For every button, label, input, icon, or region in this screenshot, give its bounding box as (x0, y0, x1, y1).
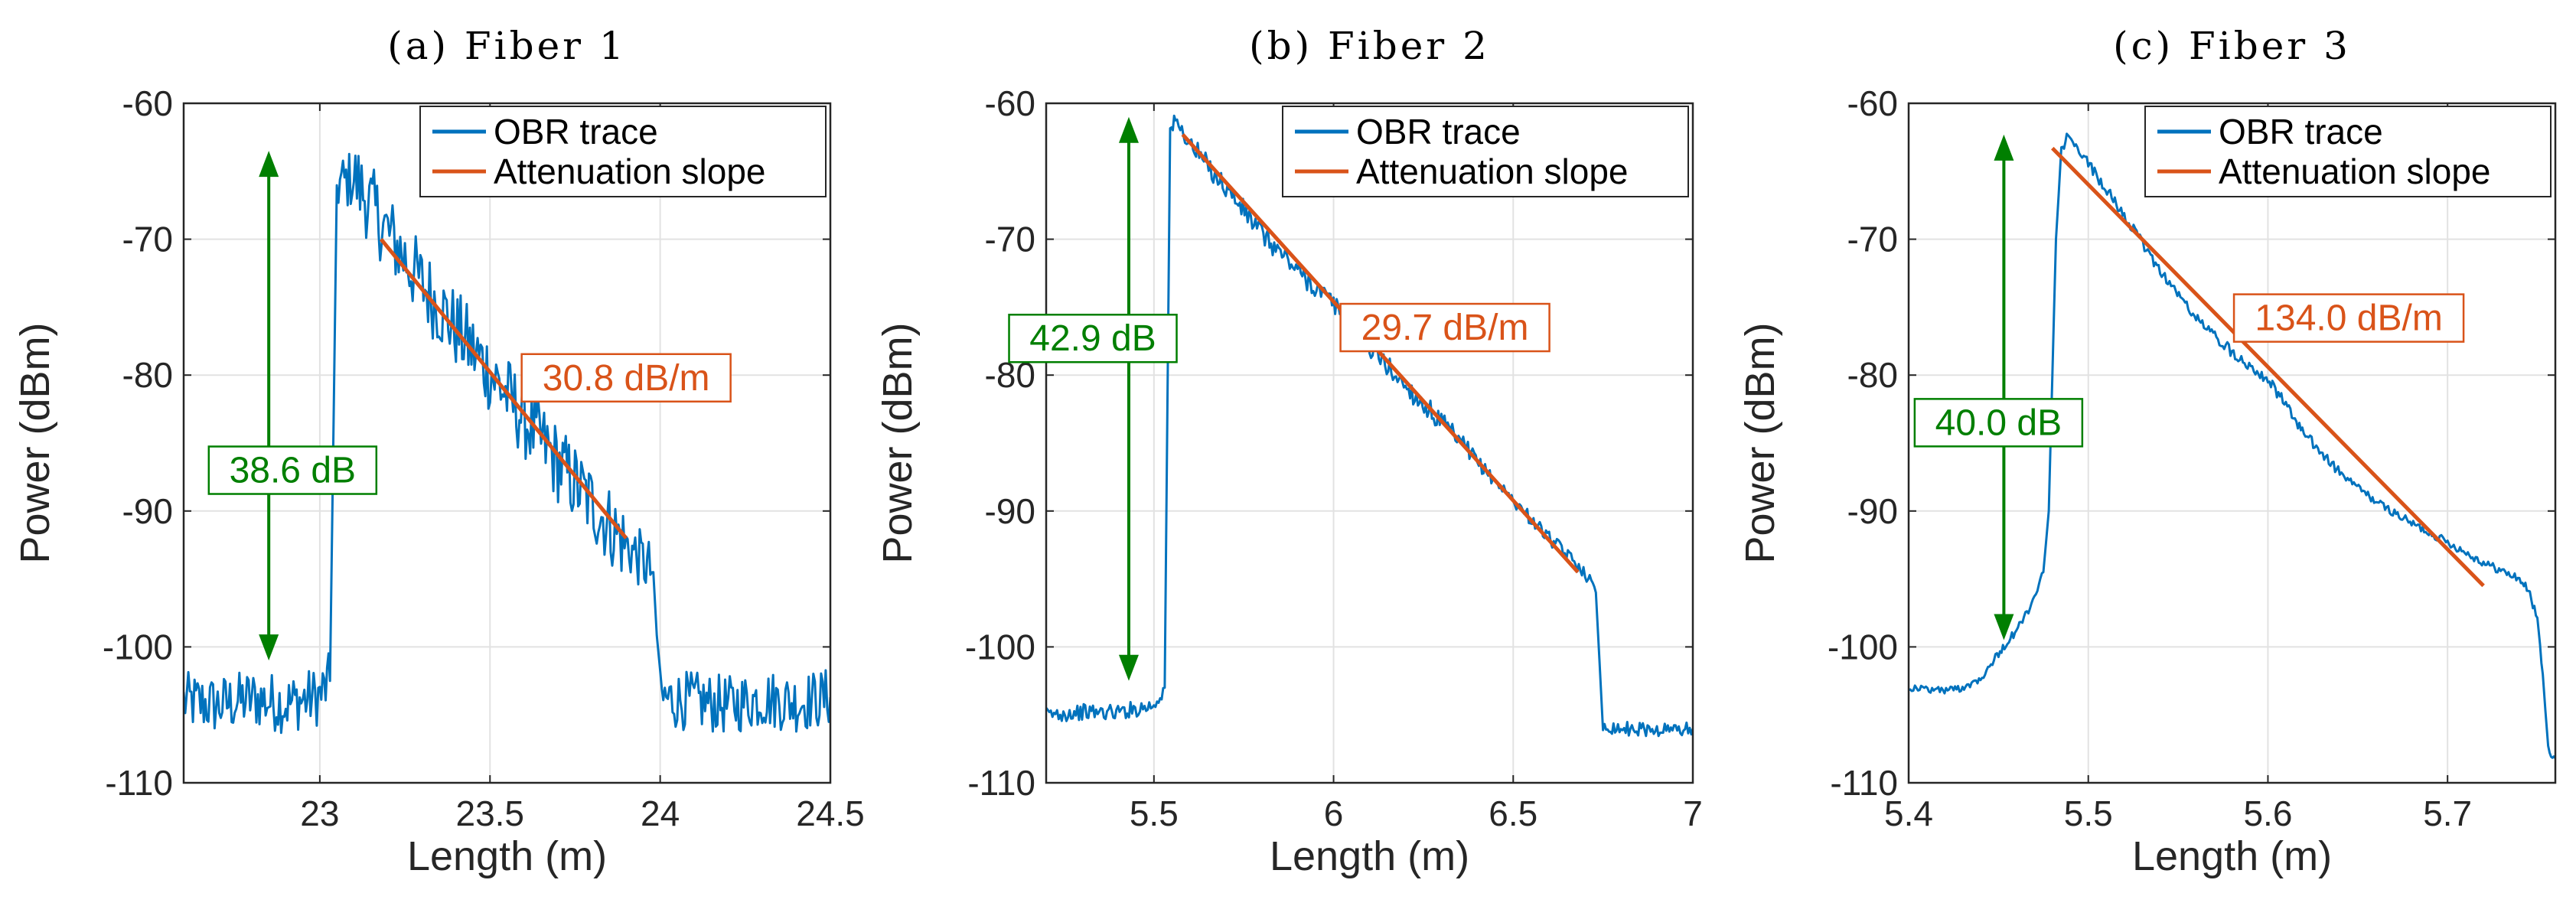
x-axis-label: Length (m) (1270, 833, 1469, 879)
axes-box (1045, 102, 1694, 784)
y-tick-label: -110 (967, 763, 1035, 803)
legend-entry-label: OBR trace (494, 112, 658, 152)
y-tick-label: -70 (1847, 220, 1898, 259)
x-tick-label: 6 (1324, 794, 1344, 833)
dynamic-range-box: 42.9 dB (1008, 313, 1178, 363)
double-arrow (1994, 134, 2014, 640)
y-tick-label: -60 (122, 83, 173, 123)
chart-title: (b) Fiber 2 (1249, 24, 1490, 68)
double-arrow (1118, 116, 1139, 681)
x-axis-label: Length (m) (407, 833, 607, 879)
chart-panel-3: 5.4 5.5 5.6 5.7 -110 -100 -90 -80 -70 -60 Length (… (1737, 24, 2557, 879)
arrow-head-up (1118, 116, 1139, 143)
legend-entry-label: OBR trace (1356, 112, 1521, 152)
annotation-label: 42.9 dB (1029, 318, 1156, 359)
x-tick-label: 5.7 (2423, 794, 2472, 833)
annotation-box (1008, 313, 1178, 363)
y-tick-label: -110 (105, 763, 173, 803)
y-tick-label: -100 (965, 627, 1035, 666)
chart-title: (c) Fiber 3 (2113, 24, 2351, 68)
x-tick-label: 7 (1683, 794, 1703, 833)
x-tick-label: 5.5 (2064, 794, 2113, 833)
legend-entry-label: Attenuation slope (1356, 152, 1629, 191)
arrow-head-down (1118, 654, 1139, 681)
arrow-head-up (1994, 134, 2014, 161)
x-tick-label: 5.4 (1884, 794, 1933, 833)
y-axis-label: Power (dBm) (875, 322, 921, 563)
legend-entry-label: OBR trace (2219, 112, 2383, 152)
y-tick-label: -110 (1830, 763, 1898, 803)
annotation-label: 40.0 dB (1935, 402, 2062, 443)
series-group (1909, 132, 2555, 759)
arrow-head-up (259, 151, 279, 178)
y-tick-label: -80 (1847, 355, 1898, 395)
chart-title: (a) Fiber 1 (387, 24, 627, 68)
y-tick-label: -70 (122, 220, 173, 259)
annotation-box (207, 445, 378, 495)
series-obr-trace (1909, 132, 2555, 759)
x-axis-label: Length (m) (2132, 833, 2332, 879)
series-group (184, 152, 830, 735)
dynamic-range-box: 40.0 dB (1913, 398, 2084, 448)
double-arrow (259, 151, 279, 661)
series-attenuation-slope (2051, 146, 2485, 588)
x-tick-label: 24.5 (796, 794, 865, 833)
legend-box (1282, 106, 1689, 197)
annotation-box (2232, 293, 2465, 343)
y-axis-label: Power (dBm) (12, 322, 58, 563)
annotation-box (1913, 398, 2084, 448)
y-tick-label: -90 (1847, 491, 1898, 531)
series-attenuation-slope (379, 238, 628, 539)
y-tick-label: -100 (1828, 627, 1898, 666)
slope-box: 134.0 dB/m (2232, 293, 2465, 343)
x-tick-label: 24 (641, 794, 680, 833)
axes-box (1907, 102, 2557, 784)
series-obr-trace (184, 152, 830, 735)
x-tick-label: 6.5 (1489, 794, 1537, 833)
legend-entry-label: Attenuation slope (494, 152, 766, 191)
annotation-box (1339, 302, 1550, 353)
y-tick-label: -80 (122, 355, 173, 395)
annotation-label: 134.0 dB/m (2255, 298, 2442, 339)
legend-box (419, 106, 827, 197)
legend-box (2144, 106, 2552, 197)
y-tick-label: -70 (985, 220, 1035, 259)
x-tick-label: 23.5 (455, 794, 524, 833)
series-attenuation-slope (1181, 133, 1580, 574)
x-tick-label: 5.5 (1130, 794, 1179, 833)
x-tick-label: 23 (300, 794, 339, 833)
arrow-head-down (1994, 614, 2014, 640)
y-tick-label: -60 (1847, 83, 1898, 123)
axes-box (182, 102, 832, 784)
y-tick-label: -90 (985, 491, 1035, 531)
slope-box: 30.8 dB/m (520, 353, 732, 403)
y-tick-label: -60 (985, 83, 1035, 123)
slope-box: 29.7 dB/m (1339, 302, 1550, 353)
annotation-box (520, 353, 732, 403)
y-axis-label: Power (dBm) (1737, 322, 1783, 563)
y-tick-label: -100 (103, 627, 173, 666)
chart-panel-1: 23 23.5 24 24.5 -110 -100 -90 -80 -70 -60 Length (… (12, 24, 865, 879)
x-tick-label: 5.6 (2243, 794, 2292, 833)
annotation-label: 29.7 dB/m (1361, 308, 1529, 348)
y-tick-label: -90 (122, 491, 173, 531)
dynamic-range-box: 38.6 dB (207, 445, 378, 495)
annotation-label: 30.8 dB/m (543, 358, 710, 399)
arrow-head-down (259, 634, 279, 661)
legend-entry-label: Attenuation slope (2219, 152, 2491, 191)
annotation-label: 38.6 dB (230, 451, 356, 491)
